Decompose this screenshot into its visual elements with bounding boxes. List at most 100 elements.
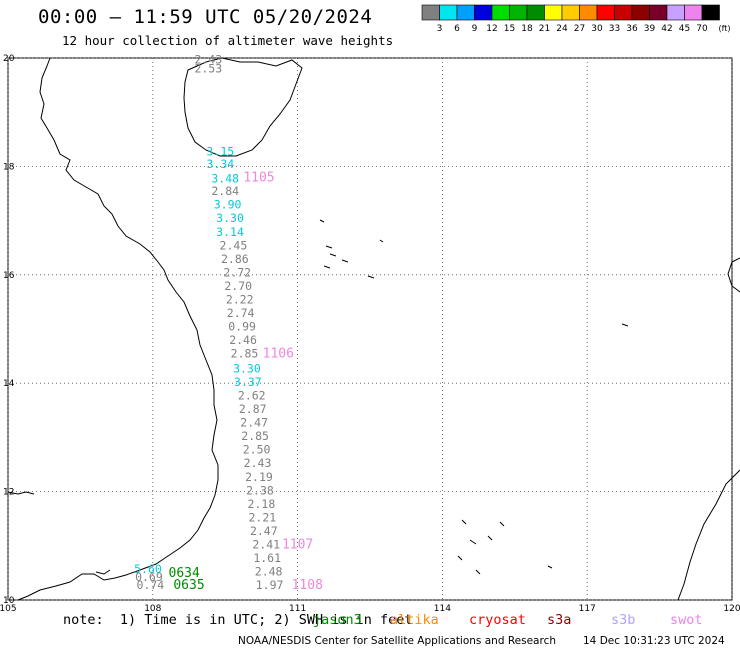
satellite-s3a: s3a bbox=[547, 612, 572, 628]
wave-height-value: 2.41 bbox=[252, 538, 280, 552]
wave-height-value: 0.74 bbox=[137, 578, 165, 592]
wave-height-value: 3.90 bbox=[214, 198, 242, 212]
wave-height-value: 2.18 bbox=[248, 497, 276, 511]
wave-height-value: 2.38 bbox=[246, 483, 274, 497]
pass-time-label: 1108 bbox=[292, 578, 323, 593]
map-subtitle: 12 hour collection of altimeter wave hei… bbox=[62, 33, 394, 48]
coastline bbox=[7, 57, 740, 601]
wave-height-value: 2.85 bbox=[241, 429, 269, 443]
wave-height-value: 2.47 bbox=[250, 524, 278, 538]
footer-timestamp: 14 Dec 10:31:23 UTC 2024 bbox=[583, 635, 725, 647]
wave-height-value: 0.99 bbox=[228, 320, 256, 334]
spratly-islands bbox=[457, 323, 629, 575]
pass-time-label: 1107 bbox=[282, 538, 313, 553]
legend-label: 45 bbox=[679, 24, 690, 34]
legend-swatch bbox=[701, 4, 720, 21]
wave-height-value: 2.19 bbox=[245, 470, 273, 484]
wave-height-value: 2.62 bbox=[238, 388, 266, 402]
legend-label: 42 bbox=[661, 24, 672, 34]
wave-height-value: 2.48 bbox=[255, 565, 283, 579]
paracel-islands bbox=[319, 219, 384, 279]
legend-label: 70 bbox=[696, 24, 708, 34]
wave-height-value: 2.85 bbox=[231, 347, 259, 361]
gulf-of-thailand-coast bbox=[7, 491, 35, 495]
con-son-island bbox=[95, 569, 111, 575]
x-tick-label: 108 bbox=[144, 604, 161, 614]
legend-label: 6 bbox=[454, 24, 460, 34]
legend-unit: (ft) bbox=[719, 24, 731, 33]
satellite-altika: altika bbox=[390, 612, 439, 628]
note-row: note: 1) Time is in UTC; 2) SWH is in fe… bbox=[0, 612, 740, 634]
x-tick-label: 105 bbox=[0, 604, 17, 614]
wave-height-value: 3.37 bbox=[234, 375, 262, 389]
lat-lon-grid bbox=[7, 57, 733, 601]
pass-time-label: 1105 bbox=[243, 171, 274, 186]
wave-height-value: 2.47 bbox=[240, 416, 268, 430]
legend-label: 33 bbox=[609, 24, 620, 34]
legend-label: 24 bbox=[556, 24, 568, 34]
map-title: 00:00 – 11:59 UTC 05/20/2024 bbox=[38, 6, 373, 28]
color-legend: 3 6 9 12 15 18 21 24 27 30 33 36 39 42 45 70 (ft) bbox=[421, 4, 731, 34]
x-tick-label: 111 bbox=[289, 604, 306, 614]
wave-height-value: 2.46 bbox=[229, 333, 257, 347]
wave-height-value: 2.72 bbox=[223, 265, 251, 279]
satellite-s3b: s3b bbox=[611, 612, 636, 628]
x-tick-label: 120 bbox=[723, 604, 740, 614]
note-text: note: 1) Time is in UTC; 2) SWH is in fe… bbox=[63, 612, 413, 628]
legend-label: 18 bbox=[521, 24, 533, 34]
legend-label: 27 bbox=[574, 24, 585, 34]
wave-height-value: 5.60 bbox=[134, 562, 162, 576]
wave-height-value: 2.43 bbox=[244, 456, 272, 470]
legend-label: 12 bbox=[486, 24, 497, 34]
satellite-cryosat: cryosat bbox=[469, 612, 526, 628]
pass-time-label: 1106 bbox=[263, 347, 294, 362]
x-tick-label: 114 bbox=[434, 604, 451, 614]
wave-height-value: 2.50 bbox=[243, 443, 271, 457]
wave-height-value: 2.86 bbox=[221, 252, 249, 266]
wave-height-value: 1.61 bbox=[253, 551, 281, 565]
map-frame bbox=[7, 57, 733, 601]
y-tick-label: 10 bbox=[3, 596, 15, 606]
legend-label: 9 bbox=[472, 24, 478, 34]
axis-tick-labels: 105 108 111 114 117 120 10 12 14 16 18 20 bbox=[0, 54, 740, 614]
vietnam-coastline bbox=[17, 57, 219, 601]
satellite-swot: swot bbox=[670, 612, 703, 628]
satellite-jason3: jason3 bbox=[313, 612, 362, 628]
wave-height-value: 3.30 bbox=[216, 211, 244, 225]
hainan-coastline bbox=[183, 57, 303, 157]
legend-label: 30 bbox=[591, 24, 603, 34]
wave-height-value: 2.74 bbox=[227, 306, 255, 320]
legend-label: 3 bbox=[437, 24, 443, 34]
y-tick-label: 14 bbox=[3, 379, 15, 389]
pass-time-label: 0634 bbox=[169, 566, 200, 581]
wave-height-value: 0.69 bbox=[135, 570, 163, 584]
wave-height-value: 2.84 bbox=[211, 184, 239, 198]
legend-label: 21 bbox=[539, 24, 550, 34]
pass-time-label: 0635 bbox=[173, 578, 204, 593]
wave-height-value: 3.48 bbox=[211, 172, 239, 186]
wave-height-value: 3.30 bbox=[233, 361, 261, 375]
wave-height-value: 2.43 bbox=[194, 52, 222, 66]
wave-height-value: 3.14 bbox=[216, 225, 244, 239]
legend-label: 15 bbox=[504, 24, 515, 34]
legend-label: 39 bbox=[644, 24, 656, 34]
wave-height-value: 3.34 bbox=[207, 157, 235, 171]
y-tick-label: 12 bbox=[3, 488, 14, 498]
wave-height-value: 2.45 bbox=[220, 238, 248, 252]
wave-height-value: 2.21 bbox=[249, 510, 277, 524]
legend-label: 36 bbox=[626, 24, 638, 34]
wave-height-value: 1.97 bbox=[256, 578, 284, 592]
wave-height-value: 2.22 bbox=[226, 293, 254, 307]
borneo-palawan-coastline bbox=[677, 469, 740, 601]
wave-height-value: 2.87 bbox=[239, 402, 267, 416]
y-tick-label: 20 bbox=[3, 54, 15, 64]
philippines-coastline bbox=[727, 257, 740, 293]
wave-height-value: 2.53 bbox=[194, 62, 222, 76]
wave-height-value: 2.70 bbox=[224, 279, 252, 293]
footer-credit: NOAA/NESDIS Center for Satellite Applica… bbox=[238, 635, 556, 647]
y-tick-label: 16 bbox=[3, 271, 15, 281]
x-tick-label: 117 bbox=[579, 604, 596, 614]
altimeter-track-values: 2.432.533.153.343.482.843.903.303.142.45… bbox=[134, 52, 283, 592]
